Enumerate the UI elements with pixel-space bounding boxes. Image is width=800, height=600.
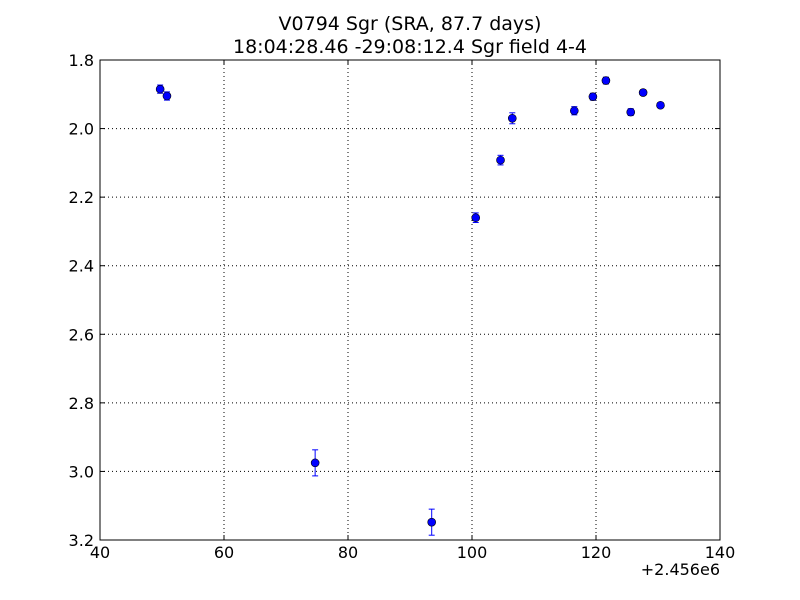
y-tick-label: 3.2 bbox=[69, 531, 94, 550]
data-point bbox=[155, 84, 165, 94]
y-tick-label: 2.6 bbox=[69, 325, 94, 344]
y-tick-label: 2.8 bbox=[69, 394, 94, 413]
data-point bbox=[310, 458, 320, 468]
data-point bbox=[601, 76, 611, 85]
chart-subtitle: 18:04:28.46 -29:08:12.4 Sgr field 4-4 bbox=[233, 36, 587, 58]
x-tick-label: 60 bbox=[214, 543, 234, 562]
plot-area-frame bbox=[99, 59, 721, 541]
y-tick-labels: 1.8 2.0 2.2 2.4 2.6 2.8 3.0 3.2 bbox=[69, 51, 94, 550]
x-offset-label: +2.456e6 bbox=[641, 560, 720, 579]
y-tick-label: 2.0 bbox=[69, 120, 94, 139]
y-tick-label: 2.4 bbox=[69, 257, 94, 276]
data-point bbox=[162, 91, 172, 101]
data-point bbox=[471, 213, 481, 223]
grid-lines bbox=[100, 60, 720, 540]
x-tick-label: 140 bbox=[705, 543, 736, 562]
data-point bbox=[638, 88, 648, 97]
data-point bbox=[626, 107, 636, 117]
data-point bbox=[656, 100, 665, 110]
data-point bbox=[588, 92, 598, 101]
y-tick-label: 1.8 bbox=[69, 51, 94, 70]
data-points bbox=[155, 76, 665, 527]
x-tick-label: 100 bbox=[457, 543, 488, 562]
x-tick-labels: 40 60 80 100 120 140 bbox=[90, 543, 735, 562]
chart-title: V0794 Sgr (SRA, 87.7 days) bbox=[279, 13, 542, 35]
x-tick-label: 40 bbox=[90, 543, 110, 562]
x-tick-label: 80 bbox=[338, 543, 358, 562]
y-tick-label: 3.0 bbox=[69, 462, 94, 481]
data-point bbox=[569, 106, 579, 116]
data-point bbox=[496, 155, 505, 165]
data-point bbox=[507, 113, 517, 123]
y-tick-label: 2.2 bbox=[69, 188, 94, 207]
x-tick-label: 120 bbox=[581, 543, 612, 562]
data-point bbox=[427, 517, 437, 527]
